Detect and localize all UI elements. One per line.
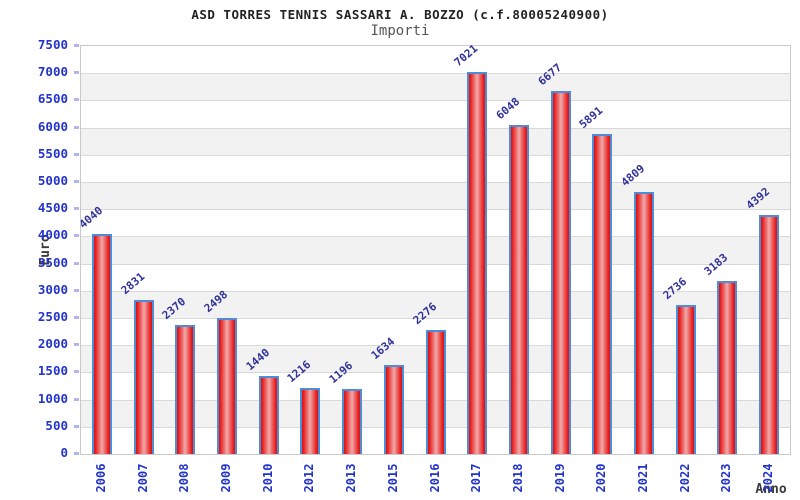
bar-2024 xyxy=(759,215,780,454)
y-tick-label: 1500 xyxy=(37,363,68,379)
x-tick-label: 2008 xyxy=(177,463,192,493)
x-tick-label: 2007 xyxy=(135,463,150,493)
bar-2019 xyxy=(550,91,571,454)
y-tick-mark xyxy=(74,44,79,47)
y-tick-label: 0 xyxy=(60,445,68,460)
bar-2016 xyxy=(425,330,446,454)
x-tick-label: 2013 xyxy=(344,463,359,493)
x-axis-title: Anno xyxy=(755,482,787,497)
y-tick-label: 7000 xyxy=(37,64,68,80)
background-band xyxy=(81,46,790,74)
background-band xyxy=(81,263,790,291)
x-tick-label: 2024 xyxy=(761,463,776,493)
x-tick-label: 2019 xyxy=(552,463,567,493)
y-tick-label: 500 xyxy=(45,417,68,433)
plot-area: 4040 2831 2370 2498 1440 1216 1196 1634 2276 7021… xyxy=(76,42,791,455)
x-tick-label: 2006 xyxy=(93,463,108,493)
y-tick-mark xyxy=(74,316,79,319)
bar-2018 xyxy=(508,125,529,454)
y-tick-label: 4000 xyxy=(37,227,68,243)
y-tick-mark xyxy=(74,397,79,401)
y-tick-mark xyxy=(74,125,79,129)
y-tick-mark xyxy=(74,98,79,102)
background-band xyxy=(81,73,790,101)
background-band xyxy=(81,290,790,318)
background-band xyxy=(81,209,790,237)
bar-2020 xyxy=(592,134,613,454)
background-band xyxy=(81,100,790,128)
x-tick-label: 2010 xyxy=(260,463,275,493)
x-tick-label: 2016 xyxy=(427,463,442,493)
y-tick-label: 6000 xyxy=(37,118,68,134)
x-tick-label: 2017 xyxy=(469,463,484,493)
y-tick-label: 4500 xyxy=(37,200,68,216)
chart-title: ASD TORRES TENNIS SASSARI A. BOZZO (c.f.… xyxy=(191,7,609,22)
bar-2023 xyxy=(717,281,738,454)
x-tick-label: 2018 xyxy=(510,463,525,493)
bar-2017 xyxy=(467,72,488,454)
y-tick-label: 2500 xyxy=(37,309,68,324)
bar-2006 xyxy=(91,234,112,454)
y-tick-mark xyxy=(74,234,79,238)
y-tick-label: 5000 xyxy=(37,173,68,188)
y-tick-label: 3000 xyxy=(37,281,68,297)
x-tick-label: 2023 xyxy=(719,463,734,493)
y-tick-mark xyxy=(74,370,79,374)
bar-2010 xyxy=(258,376,279,454)
y-tick-label: 2000 xyxy=(37,336,68,352)
y-tick-label: 3500 xyxy=(37,254,68,270)
y-tick-mark xyxy=(74,288,79,292)
x-tick-label: 2009 xyxy=(218,463,233,493)
y-tick-label: 1000 xyxy=(37,390,68,406)
bar-2008 xyxy=(175,325,196,454)
y-tick-mark xyxy=(74,207,79,211)
bar-2009 xyxy=(216,318,237,454)
y-tick-mark xyxy=(74,152,79,156)
y-tick-mark xyxy=(74,180,79,183)
bar-2015 xyxy=(383,365,404,454)
background-band xyxy=(81,236,790,264)
x-tick-label: 2022 xyxy=(677,463,692,493)
bar-2013 xyxy=(342,389,363,454)
x-tick-label: 2020 xyxy=(594,463,609,493)
bar-2012 xyxy=(300,388,321,454)
y-tick-label: 5500 xyxy=(37,145,68,161)
bar-2021 xyxy=(634,192,655,454)
y-tick-mark xyxy=(74,424,79,428)
x-tick-label: 2015 xyxy=(385,463,400,493)
x-tick-label: 2012 xyxy=(302,463,317,493)
bar-2007 xyxy=(133,300,154,454)
x-tick-label: 2021 xyxy=(636,463,651,493)
background-band xyxy=(81,154,790,182)
y-tick-label: 6500 xyxy=(37,91,68,107)
background-band xyxy=(81,182,790,210)
y-tick-mark xyxy=(74,71,79,75)
y-tick-mark xyxy=(74,343,79,347)
chart-subtitle: Importi xyxy=(370,23,430,39)
background-band xyxy=(81,127,790,155)
y-tick-mark xyxy=(74,261,79,265)
y-tick-mark xyxy=(74,452,79,455)
bar-2022 xyxy=(675,305,696,454)
y-tick-label: 7500 xyxy=(37,37,68,52)
